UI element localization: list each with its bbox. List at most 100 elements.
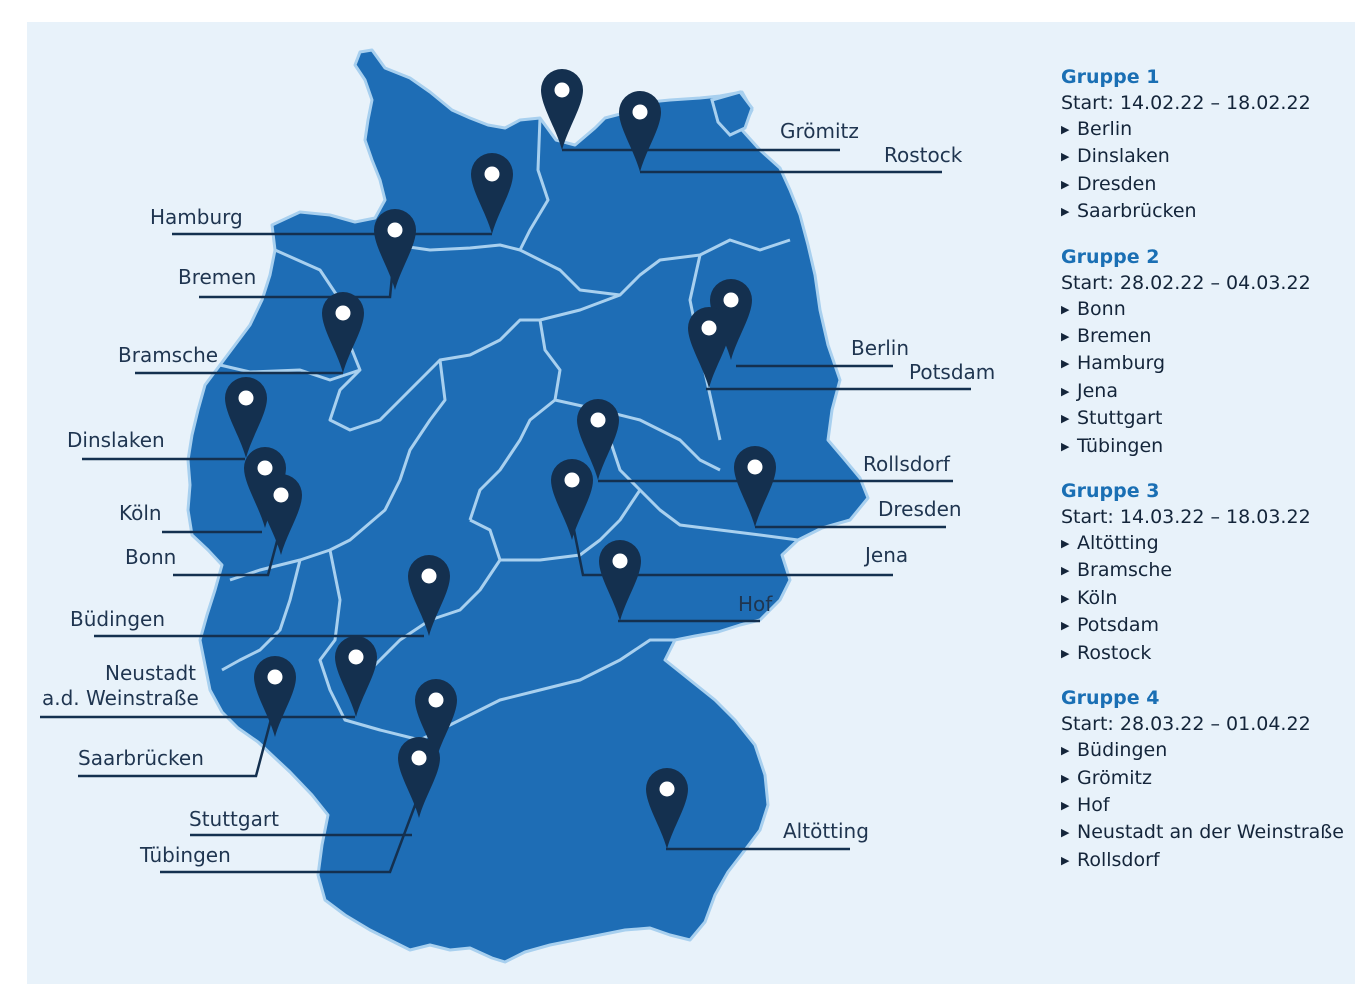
bullet-triangle-icon: ▶ <box>1061 564 1070 578</box>
legend-city-name: Rollsdorf <box>1077 848 1160 871</box>
city-label-groemitz: Grömitz <box>780 119 859 143</box>
legend-city-name: Jena <box>1077 379 1118 402</box>
bullet-triangle-icon: ▶ <box>1061 439 1070 453</box>
map-marker-icon[interactable] <box>254 656 296 737</box>
legend-city-item: ▶ Büdingen <box>1061 737 1361 764</box>
pins <box>225 69 776 849</box>
legend-city-name: Hamburg <box>1077 352 1166 375</box>
legend-city-item: ▶ Bremen <box>1061 323 1361 350</box>
legend-city-list: ▶ Altötting ▶ Bramsche ▶ Köln ▶ Potsdam ▶ Rostock <box>1061 530 1361 667</box>
legend-city-list: ▶ Berlin ▶ Dinslaken ▶ Dresden ▶ Saarbrücken <box>1061 116 1361 226</box>
map-marker-icon[interactable] <box>710 279 752 360</box>
city-label-jena: Jena <box>863 543 908 567</box>
legend-city-name: Köln <box>1077 586 1118 609</box>
legend-city-name: Bonn <box>1077 297 1126 320</box>
legend-city-list: ▶ Bonn ▶ Bremen ▶ Hamburg ▶ Jena ▶ Stuttgart ▶ Tübi… <box>1061 296 1361 460</box>
leader-lines <box>40 148 971 874</box>
legend-city-item: ▶ Dinslaken <box>1061 143 1361 170</box>
legend-city-name: Bramsche <box>1077 559 1173 582</box>
legend-city-name: Berlin <box>1077 118 1133 140</box>
city-label-tuebingen: Tübingen <box>139 843 231 867</box>
city-label-rostock: Rostock <box>884 143 963 167</box>
legend-city-name: Dinslaken <box>1077 145 1170 168</box>
city-label-buedingen: Büdingen <box>70 607 165 631</box>
legend-city-item: ▶ Altötting <box>1061 530 1361 557</box>
legend-city-item: ▶ Tübingen <box>1061 433 1361 460</box>
bullet-triangle-icon: ▶ <box>1061 591 1070 605</box>
bullet-triangle-icon: ▶ <box>1061 330 1070 344</box>
map-marker-icon[interactable] <box>541 69 583 150</box>
legend-city-name: Saarbrücken <box>1077 200 1197 223</box>
legend-city-item: ▶ Bramsche <box>1061 557 1361 584</box>
legend-group-title: Gruppe 4 <box>1061 687 1160 710</box>
map-marker-icon[interactable] <box>225 377 267 458</box>
legend-city-name: Bremen <box>1077 325 1152 348</box>
city-label-stuttgart: Stuttgart <box>189 807 279 831</box>
map-marker-icon[interactable] <box>599 540 641 621</box>
city-label-hof: Hof <box>738 592 773 616</box>
legend-group-title: Gruppe 3 <box>1061 480 1160 503</box>
city-label-altoetting: Altötting <box>783 819 869 843</box>
map-marker-icon[interactable] <box>646 768 688 849</box>
city-label-dresden: Dresden <box>878 497 962 521</box>
legend-city-item: ▶ Berlin <box>1061 116 1361 143</box>
city-label-dinslaken: Dinslaken <box>67 428 165 452</box>
legend-city-item: ▶ Hof <box>1061 792 1361 819</box>
legend-group-title: Gruppe 1 <box>1061 66 1160 88</box>
legend-city-name: Altötting <box>1077 532 1159 555</box>
legend-group: Gruppe 3 Start: 14.03.22 – 18.03.22 ▶ Altöt… <box>1061 478 1361 667</box>
legend-city-name: Hof <box>1077 793 1110 816</box>
legend-city-name: Grömitz <box>1077 766 1152 789</box>
legend-city-name: Stuttgart <box>1077 407 1163 430</box>
legend: Gruppe 1 Start: 14.02.22 – 18.02.22 ▶ Berli… <box>1061 64 1361 892</box>
bullet-triangle-icon: ▶ <box>1061 123 1070 136</box>
legend-city-item: ▶ Jena <box>1061 378 1361 405</box>
legend-city-item: ▶ Stuttgart <box>1061 405 1361 432</box>
bullet-triangle-icon: ▶ <box>1061 826 1070 840</box>
legend-group-start: Start: 28.02.22 – 04.03.22 <box>1061 271 1311 294</box>
legend-city-name: Rostock <box>1077 641 1152 664</box>
map-marker-icon[interactable] <box>688 307 730 388</box>
legend-group-start: Start: 14.02.22 – 18.02.22 <box>1061 92 1311 114</box>
map-marker-icon[interactable] <box>619 91 661 172</box>
legend-city-item: ▶ Neustadt an der Weinstraße <box>1061 819 1361 846</box>
bullet-triangle-icon: ▶ <box>1061 771 1070 785</box>
map-marker-icon[interactable] <box>471 153 513 234</box>
legend-group: Gruppe 4 Start: 28.03.22 – 01.04.22 ▶ Büdin… <box>1061 685 1361 874</box>
germany-map: Grömitz Rostock Hamburg Bremen Bramsche … <box>40 48 995 964</box>
bullet-triangle-icon: ▶ <box>1061 357 1070 371</box>
bullet-triangle-icon: ▶ <box>1061 177 1070 191</box>
bullet-triangle-icon: ▶ <box>1061 150 1070 164</box>
map-marker-icon[interactable] <box>551 459 593 540</box>
bullet-triangle-icon: ▶ <box>1061 205 1070 219</box>
city-labels: Grömitz Rostock Hamburg Bremen Bramsche … <box>42 119 995 867</box>
map-marker-icon[interactable] <box>335 636 377 717</box>
legend-city-name: Potsdam <box>1077 614 1159 637</box>
city-label-berlin: Berlin <box>851 336 909 360</box>
legend-group-start: Start: 28.03.22 – 01.04.22 <box>1061 713 1311 736</box>
map-marker-icon[interactable] <box>260 474 302 555</box>
legend-city-item: ▶ Dresden <box>1061 171 1361 198</box>
bullet-triangle-icon: ▶ <box>1061 412 1070 426</box>
legend-city-name: Dresden <box>1077 172 1157 195</box>
legend-group: Gruppe 1 Start: 14.02.22 – 18.02.22 ▶ Berli… <box>1061 64 1361 226</box>
germany-outline <box>186 48 870 964</box>
map-marker-icon[interactable] <box>415 679 457 760</box>
city-label-neustadt-line2: a.d. Weinstraße <box>42 686 199 710</box>
bullet-triangle-icon: ▶ <box>1061 646 1070 660</box>
legend-city-item: ▶ Rollsdorf <box>1061 847 1361 874</box>
map-marker-icon[interactable] <box>322 292 364 373</box>
map-marker-icon[interactable] <box>398 737 440 818</box>
legend-city-item: ▶ Köln <box>1061 585 1361 612</box>
city-label-bonn: Bonn <box>125 545 176 569</box>
legend-city-item: ▶ Grömitz <box>1061 765 1361 792</box>
map-marker-icon[interactable] <box>577 399 619 480</box>
map-marker-icon[interactable] <box>408 555 450 636</box>
map-marker-icon[interactable] <box>374 209 416 290</box>
legend-city-list: ▶ Büdingen ▶ Grömitz ▶ Hof ▶ Neustadt an der We… <box>1061 737 1361 874</box>
legend-group-title: Gruppe 2 <box>1061 245 1160 268</box>
map-marker-icon[interactable] <box>734 446 776 527</box>
legend-city-name: Neustadt an der Weinstraße <box>1077 821 1344 844</box>
city-label-neustadt: Neustadt <box>105 661 196 685</box>
city-label-hamburg: Hamburg <box>150 205 243 229</box>
